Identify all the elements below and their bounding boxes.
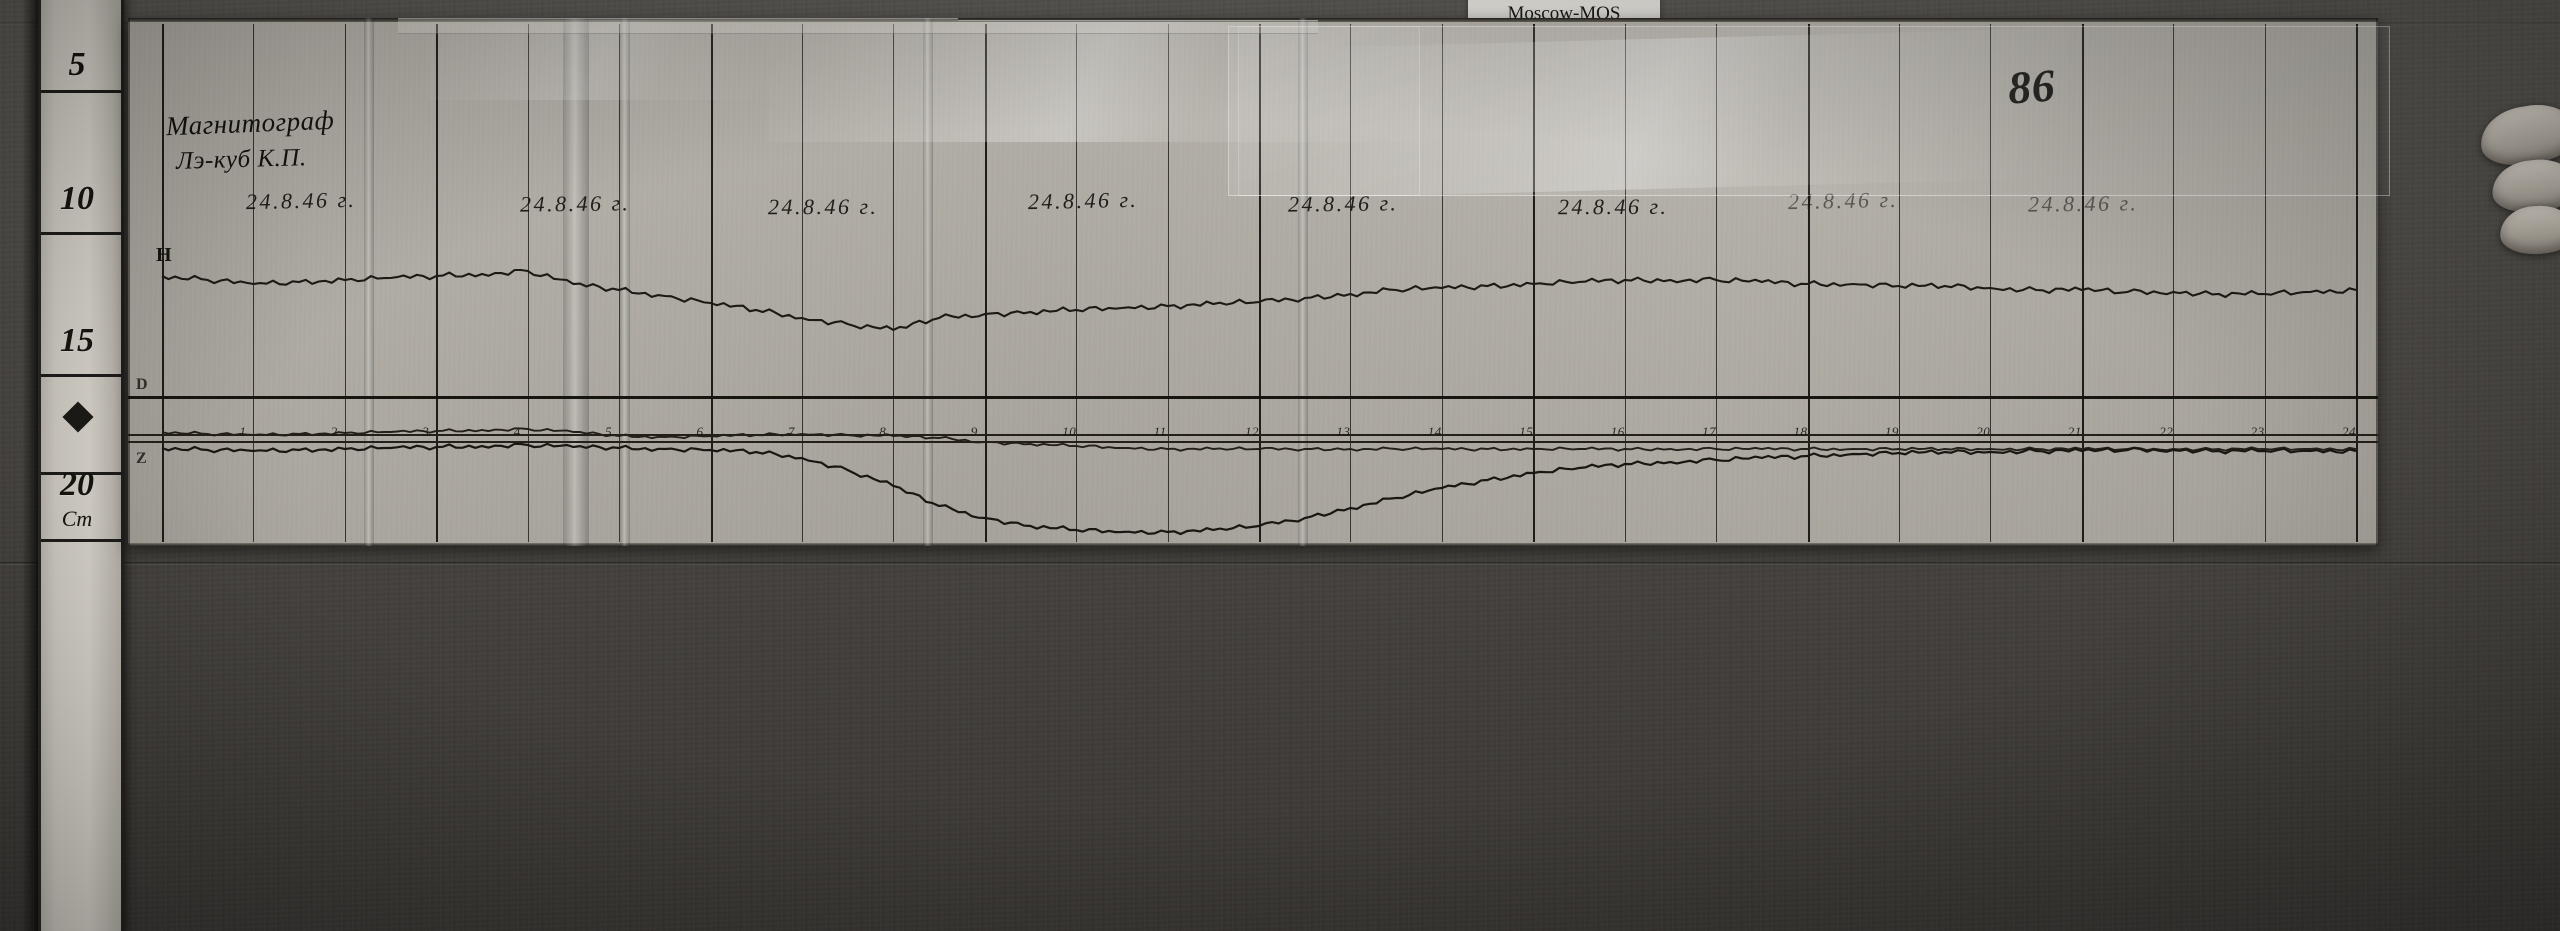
grid-line-hour-11: [1167, 24, 1169, 542]
table-seam: [0, 562, 2560, 565]
hour-label-3: 3: [422, 424, 430, 439]
hour-label-11: 11: [1153, 424, 1167, 439]
hour-label-22: 22: [2159, 424, 2174, 439]
hour-axis-line: [128, 441, 2378, 443]
magnetogram-sheet: H D Z Магнитограф Лэ-куб К.П. 86 24.8.46…: [128, 18, 2390, 546]
ruler-tick-15: [41, 374, 121, 377]
grid-line-hour-6: [710, 24, 713, 542]
grid-line-hour-14: [1441, 24, 1443, 542]
hour-label-8: 8: [879, 424, 887, 439]
date-annotation-1: 24.8.46 г.: [245, 186, 357, 215]
ruler-tick-20: [41, 472, 121, 475]
hour-label-4: 4: [513, 424, 521, 439]
grid-line-hour-2: [344, 24, 346, 542]
protective-sleeve-edge: [1238, 26, 1420, 196]
grid-line-hour-8: [893, 24, 895, 542]
hour-label-17: 17: [1702, 424, 1717, 439]
date-annotation-7: 24.8.46 г.: [1787, 186, 1899, 215]
hour-label-21: 21: [2067, 424, 2082, 439]
panel-fold-4: [923, 18, 933, 546]
hour-label-7: 7: [787, 424, 795, 439]
grid-line-hour-9: [984, 24, 987, 542]
handwritten-title-line2: Лэ-куб К.П.: [175, 144, 307, 175]
grid-line-hour-17: [1716, 24, 1718, 542]
grid-line-hour-22: [2173, 24, 2175, 542]
panel-fold-5: [1298, 18, 1308, 546]
ruler-unit-label: Cm: [61, 506, 93, 531]
hour-label-9: 9: [970, 424, 978, 439]
ruler-tick-5: [41, 90, 121, 93]
panel-fold-1: [364, 18, 374, 546]
grid-line-hour-13: [1350, 24, 1352, 542]
hour-label-5: 5: [605, 424, 613, 439]
grid-line-hour-20: [1990, 24, 1992, 542]
panel-fold-3: [620, 18, 630, 546]
date-annotation-2: 24.8.46 г.: [519, 190, 631, 217]
hour-label-1: 1: [239, 424, 247, 439]
grid-line-hour-3: [436, 24, 439, 542]
grid-line-hour-23: [2264, 24, 2266, 542]
date-annotation-8: 24.8.46 г.: [2027, 190, 2139, 217]
date-annotation-5: 24.8.46 г.: [1287, 190, 1399, 217]
hour-label-23: 23: [2250, 424, 2265, 439]
grid-line-hour-7: [801, 24, 803, 542]
hour-label-12: 12: [1245, 424, 1259, 439]
cm-ruler: 5 10 15 20 Cm: [38, 0, 124, 931]
hour-label-16: 16: [1610, 424, 1625, 439]
hour-label-13: 13: [1336, 424, 1351, 439]
ruler-label-15: 15: [60, 322, 94, 359]
ruler-diamond-marker: [62, 401, 94, 433]
ruler-label-10: 10: [60, 180, 94, 217]
trace-label-d: D: [136, 376, 149, 393]
hour-label-10: 10: [1062, 424, 1077, 439]
hour-label-2: 2: [330, 424, 338, 439]
hour-label-19: 19: [1884, 424, 1899, 439]
sheet-edge-right: [2376, 18, 2378, 546]
trace-label-z: Z: [136, 450, 148, 467]
sheet-top-edge: [128, 18, 2378, 22]
grid-line-hour-10: [1076, 24, 1078, 542]
grid-line-hour-15: [1533, 24, 1536, 542]
hour-label-15: 15: [1519, 424, 1534, 439]
ruler-label-5: 5: [68, 46, 86, 83]
grid-line-hour-0: [162, 24, 164, 542]
tape-strip-2: [958, 20, 1318, 34]
date-annotation-6: 24.8.46 г.: [1557, 193, 1669, 220]
hour-label-24: 24: [2342, 424, 2356, 439]
hour-label-14: 14: [1427, 424, 1442, 439]
ruler-shadow: [22, 0, 38, 931]
sheet-bottom-edge: [128, 543, 2378, 546]
ruler-tick-10: [41, 232, 121, 235]
grid-line-hour-18: [1807, 24, 1810, 542]
hour-label-20: 20: [1976, 424, 1991, 439]
grid-line-hour-16: [1624, 24, 1626, 542]
grid-line-hour-21: [2081, 24, 2084, 542]
hour-label-6: 6: [696, 424, 704, 439]
glare-highlight-1: [768, 22, 1468, 142]
trace-label-h: H: [156, 244, 173, 266]
ruler-label-20: 20: [60, 466, 94, 503]
glare-highlight-2: [1306, 28, 2070, 198]
grid-line-hour-12: [1259, 24, 1261, 542]
glare-highlight-3: [428, 20, 808, 100]
handwritten-title-line1: Магнитограф: [165, 104, 335, 142]
date-annotation-3: 24.8.46 г.: [767, 193, 879, 220]
sheet-edge-left: [128, 18, 130, 546]
grid-line-hour-24: [2356, 24, 2358, 542]
grid-line-hour-4: [527, 24, 529, 542]
grid-line-hour-5: [619, 24, 621, 542]
panel-fold-2: [563, 18, 589, 546]
zero-baseline-d: [128, 396, 2378, 399]
ruler-tick-end: [41, 539, 121, 542]
date-annotation-4: 24.8.46 г.: [1027, 186, 1139, 215]
grid-line-hour-1: [253, 24, 255, 542]
archive-number: 86: [2006, 59, 2057, 114]
hour-label-18: 18: [1793, 424, 1808, 439]
grid-line-hour-19: [1898, 24, 1900, 542]
